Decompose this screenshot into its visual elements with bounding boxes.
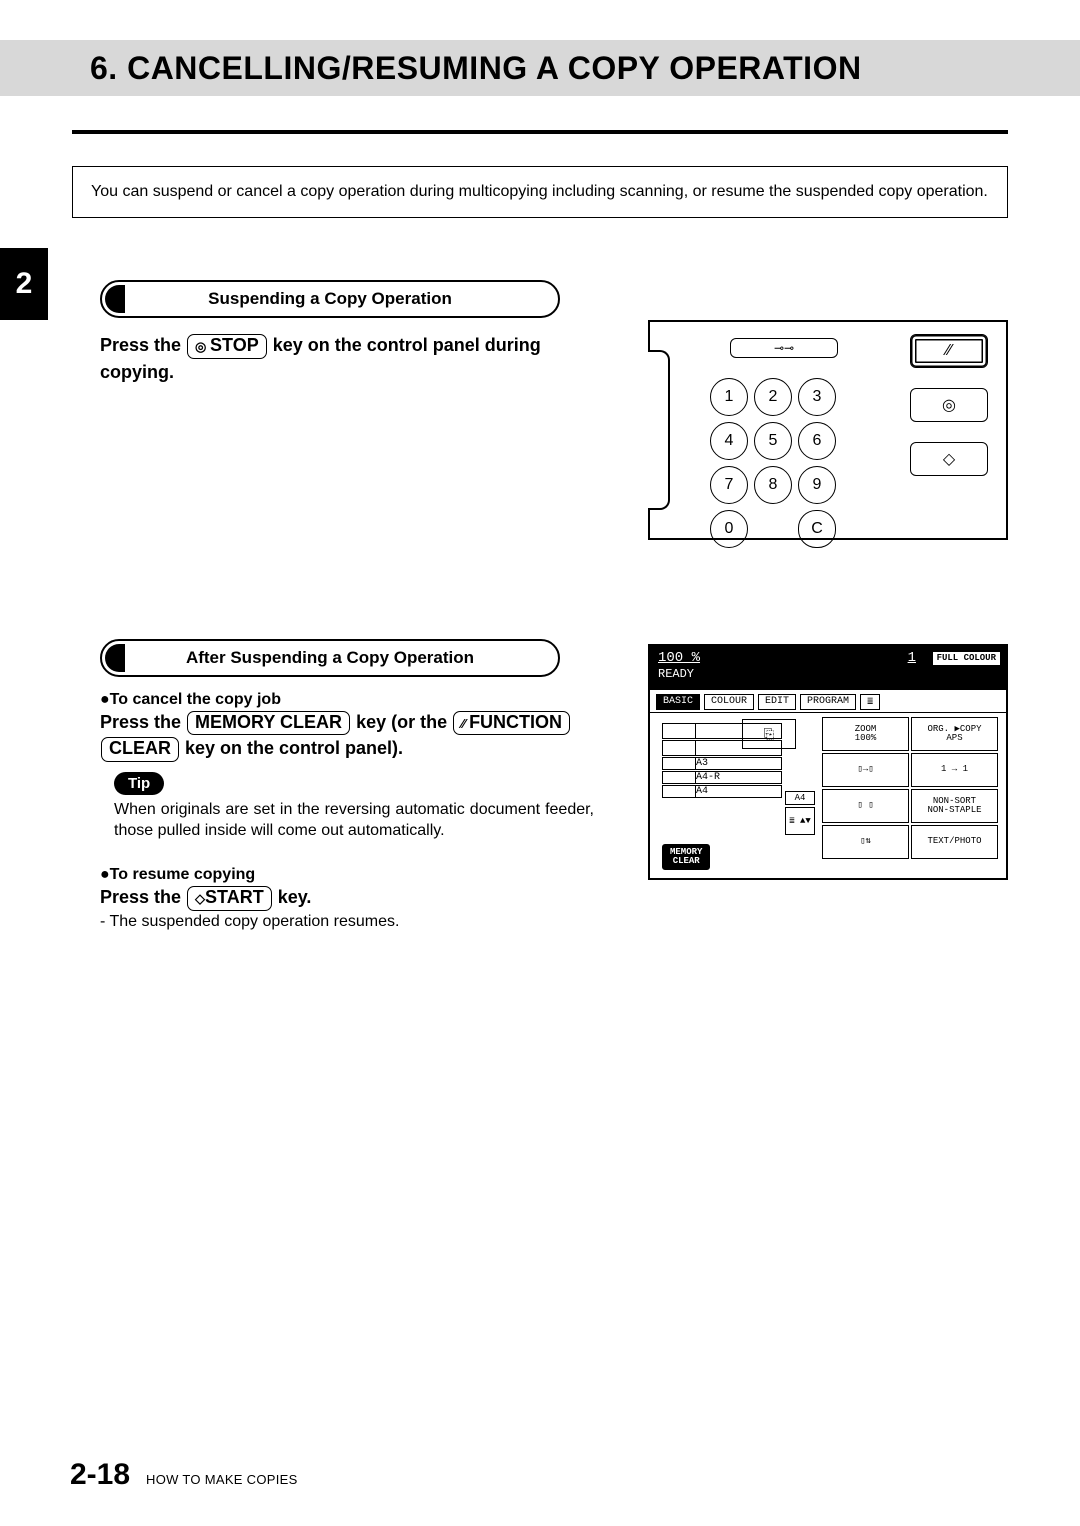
lcd-tabs: BASIC COLOUR EDIT PROGRAM ≣: [650, 690, 1006, 710]
numpad-key-3: 3: [798, 378, 836, 416]
numpad-key-5: 5: [754, 422, 792, 460]
panel-top-button: ⊸⊸: [730, 338, 838, 358]
tray-label: A4-R: [696, 772, 720, 783]
key-text: STOP: [210, 335, 259, 355]
paper-trays: A3 A4-R A4: [662, 723, 782, 799]
lcd-mid-column: A4 ≣ ▲▼: [785, 791, 815, 835]
cell-duplex: 1 → 1: [911, 753, 998, 787]
text-fragment: key on the control panel).: [180, 738, 403, 758]
clear-button: ⁄⁄: [910, 334, 988, 368]
numpad: 1 2 3 4 5 6 7 8 9 0 C: [710, 378, 836, 548]
memory-clear-button: MEMORY CLEAR: [662, 844, 710, 870]
mid-adjust: ≣ ▲▼: [785, 807, 815, 835]
text-fragment: Press the: [100, 335, 186, 355]
subhead-text: To resume copying: [110, 866, 256, 883]
numpad-key-4: 4: [710, 422, 748, 460]
resume-note: - The suspended copy operation resumes.: [100, 911, 610, 933]
memory-clear-key-label: MEMORY CLEAR: [187, 711, 350, 736]
footer-section: HOW TO MAKE COPIES: [146, 1472, 298, 1487]
cancel-instruction: Press the MEMORY CLEAR key (or the ⁄⁄ FU…: [100, 709, 610, 762]
lcd-right-grid: ZOOM 100% ORG. ▶COPY APS ▯→▯ 1 → 1 ▯ ▯ N…: [822, 717, 998, 859]
key-text: FUNCTION: [469, 712, 562, 732]
page-number: 2-18: [70, 1458, 130, 1492]
numpad-key-c: C: [798, 510, 836, 548]
start-key-label: ◇START: [187, 886, 272, 911]
resume-instruction: Press the ◇START key.: [100, 884, 610, 911]
numpad-key-1: 1: [710, 378, 748, 416]
tray-a4r: A4-R: [662, 771, 782, 784]
cell-mode-icon: ▯⇅: [822, 825, 909, 859]
numpad-key-6: 6: [798, 422, 836, 460]
numpad-key-7: 7: [710, 466, 748, 504]
function-clear-key-label-2: CLEAR: [101, 737, 179, 762]
numpad-key-0: 0: [710, 510, 748, 548]
key-text: START: [205, 887, 264, 907]
stop-button: ◎: [910, 388, 988, 422]
cell-sort-icon: ▯ ▯: [822, 789, 909, 823]
tray-label: A4: [696, 786, 708, 797]
control-panel-figure: ⊸⊸ 1 2 3 4 5 6 7 8 9 0 C ⁄⁄ ◎ ◇: [648, 320, 1008, 540]
panel-notch: [648, 350, 670, 510]
cell-mode: TEXT/PHOTO: [911, 825, 998, 859]
stop-key-label: ◎ STOP: [187, 334, 267, 359]
chapter-number: 2: [16, 267, 33, 301]
function-clear-key-label: ⁄⁄ FUNCTION: [453, 711, 570, 736]
section-heading-text: Suspending a Copy Operation: [208, 289, 452, 309]
start-button: ◇: [910, 442, 988, 476]
cell-zoom: ZOOM 100%: [822, 717, 909, 751]
tray-blank: [662, 740, 782, 756]
lcd-tab-edit: EDIT: [758, 694, 796, 710]
lcd-tab-basic: BASIC: [656, 694, 700, 710]
section-heading-suspend: Suspending a Copy Operation: [100, 280, 560, 318]
tip-text: When originals are set in the reversing …: [114, 799, 594, 842]
mid-a4: A4: [785, 791, 815, 805]
chapter-tab: 2: [0, 248, 48, 320]
intro-text: You can suspend or cancel a copy operati…: [91, 183, 988, 200]
key-text: CLEAR: [109, 738, 171, 758]
text-fragment: key.: [273, 887, 312, 907]
cell-sort: NON-SORT NON-STAPLE: [911, 789, 998, 823]
lcd-figure: 100 % READY 1 FULL COLOUR BASIC COLOUR E…: [648, 644, 1008, 880]
tray-blank: [662, 723, 782, 739]
subhead-text: To cancel the copy job: [110, 691, 281, 708]
page-footer: 2-18 HOW TO MAKE COPIES: [70, 1458, 298, 1492]
panel-side-buttons: ⁄⁄ ◎ ◇: [910, 334, 988, 476]
page-header: 6. CANCELLING/RESUMING A COPY OPERATION: [0, 40, 1080, 96]
intro-box: You can suspend or cancel a copy operati…: [72, 166, 1008, 218]
numpad-key-8: 8: [754, 466, 792, 504]
lcd-tab-program: PROGRAM: [800, 694, 856, 710]
numpad-key-9: 9: [798, 466, 836, 504]
lcd-tab-list: ≣: [860, 694, 880, 710]
numpad-key-2: 2: [754, 378, 792, 416]
tray-a4: A4: [662, 785, 782, 798]
tray-label: A3: [696, 758, 708, 769]
text-fragment: Press the: [100, 887, 186, 907]
cell-aps: ORG. ▶COPY APS: [911, 717, 998, 751]
lcd-status-bar: 100 % READY 1 FULL COLOUR: [650, 646, 1006, 690]
text-fragment: key (or the: [351, 712, 452, 732]
page-title: 6. CANCELLING/RESUMING A COPY OPERATION: [90, 50, 862, 87]
lcd-ready: READY: [658, 667, 998, 681]
suspend-instruction: Press the ◎ STOP key on the control pane…: [100, 332, 610, 385]
section-heading-text: After Suspending a Copy Operation: [186, 648, 474, 668]
lcd-body: ⎘ A3 A4-R A4 A4 ≣ ▲▼ MEMORY CLEAR ZOOM 1…: [650, 712, 1006, 880]
tip-badge: Tip: [114, 772, 164, 795]
section-heading-after: After Suspending a Copy Operation: [100, 639, 560, 677]
header-rule: [72, 130, 1008, 134]
tray-a3: A3: [662, 757, 782, 770]
cell-duplex-icon: ▯→▯: [822, 753, 909, 787]
lcd-quantity: 1: [908, 650, 916, 667]
lcd-colour-mode: FULL COLOUR: [933, 652, 1000, 665]
text-fragment: Press the: [100, 712, 186, 732]
lcd-tab-colour: COLOUR: [704, 694, 754, 710]
